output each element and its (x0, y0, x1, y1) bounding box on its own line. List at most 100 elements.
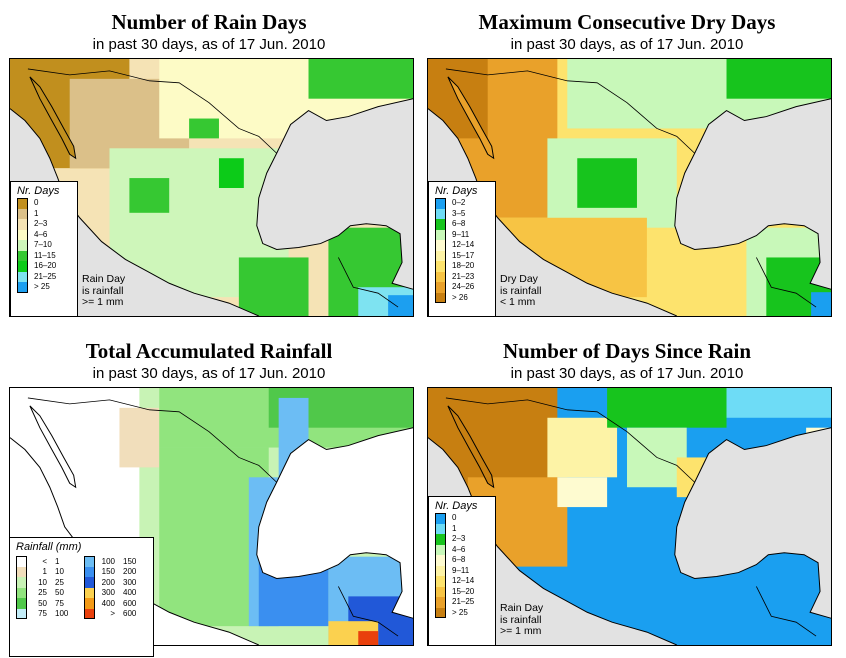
note-line: is rainfall (500, 284, 542, 297)
legend-range-low: 300 (101, 588, 115, 598)
legend-range-high: 300 (123, 577, 137, 587)
panel-days-since-rain: Number of Days Since Rain in past 30 day… (418, 329, 836, 654)
legend-range-low: 10 (38, 577, 47, 587)
panel-title: Number of Days Since Rain (502, 339, 752, 363)
legend-row: > 25 (11, 282, 77, 293)
legend-swatch (17, 198, 28, 209)
panel-subtitle: in past 30 days, as of 17 Jun. 2010 (510, 36, 744, 53)
legend-range-high: 75 (55, 598, 64, 608)
legend-swatch (435, 292, 446, 303)
legend-label: 3–5 (452, 208, 466, 218)
legend-row: 400 600 (84, 598, 152, 609)
legend-label: 11–15 (34, 250, 56, 260)
legend-label: 6–8 (452, 219, 466, 229)
legend-row: 75 100 (16, 608, 84, 619)
legend-range-high: 150 (123, 556, 137, 566)
legend-range-high: 200 (123, 567, 137, 577)
legend-column-high: 100 150 150 200 200 300 300 400 400 600 >600 (84, 556, 152, 619)
note-line: is rainfall (500, 613, 542, 626)
legend-swatch (435, 240, 446, 251)
legend-row: > 26 (429, 292, 495, 303)
legend-swatch (17, 261, 28, 272)
legend-title: Rainfall (mm) (16, 541, 82, 553)
panel-subtitle: in past 30 days, as of 17 Jun. 2010 (92, 36, 326, 53)
legend-swatch (17, 219, 28, 230)
note-line: >= 1 mm (500, 625, 542, 637)
legend-range-high: 25 (55, 577, 64, 587)
legend-title: Nr. Days (17, 185, 60, 197)
legend-row: 7–10 (11, 240, 77, 251)
note-line: Rain Day (500, 602, 544, 614)
legend-row: 21–25 (11, 271, 77, 282)
map-canvas (10, 59, 413, 316)
legend-swatch (435, 513, 446, 524)
legend-swatch (435, 219, 446, 230)
legend-range-low: 50 (38, 598, 47, 608)
legend-swatch (435, 229, 446, 240)
legend-range-low: 25 (38, 588, 47, 598)
legend-row: 4–6 (429, 544, 495, 555)
legend-swatch (16, 587, 27, 598)
legend-row: 0 (429, 513, 495, 524)
legend-row: 0–2 (429, 198, 495, 209)
legend-label: 4–6 (34, 229, 48, 239)
legend-swatch (435, 607, 446, 618)
legend-row: 10 25 (16, 577, 84, 588)
legend-label: 2–3 (34, 219, 48, 229)
legend-swatch (84, 577, 95, 588)
legend-row: 16–20 (11, 261, 77, 272)
legend-swatch (17, 250, 28, 261)
legend-range-high: 50 (55, 588, 64, 598)
panel-title: Total Accumulated Rainfall (85, 339, 333, 363)
legend-row: 9–11 (429, 565, 495, 576)
legend-row: <1 (16, 556, 84, 567)
legend-swatch (435, 282, 446, 293)
map-canvas (10, 388, 413, 645)
legend-swatch (435, 523, 446, 534)
legend-label: 9–11 (452, 229, 470, 239)
legend-row: 21–25 (429, 597, 495, 608)
legend-row: 3–5 (429, 208, 495, 219)
legend-label: 0 (34, 198, 39, 208)
legend-swatch (435, 576, 446, 587)
legend-swatch (435, 250, 446, 261)
panel-total-rainfall: Total Accumulated Rainfall in past 30 da… (0, 329, 418, 657)
legend-range-low: 1 (42, 567, 47, 577)
legend-swatch (435, 597, 446, 608)
legend-label: 2–3 (452, 534, 466, 544)
legend-row: 0 (11, 198, 77, 209)
legend-label: 4–6 (452, 544, 466, 554)
legend-swatch (84, 598, 95, 609)
legend-label: 12–14 (452, 240, 475, 250)
legend-range-high: 100 (55, 609, 69, 619)
panel-rain-days: Number of Rain Days in past 30 days, as … (0, 0, 418, 325)
legend-swatch (435, 208, 446, 219)
legend-swatch (435, 534, 446, 545)
legend-range-high: 400 (123, 588, 137, 598)
legend-rain-days: Nr. Days 0 1 2–3 4–6 7–10 11–15 16–20 21–25 > 25 (10, 181, 78, 316)
legend-swatch (16, 577, 27, 588)
legend-range-low: < (42, 556, 47, 566)
legend-swatch (17, 240, 28, 251)
legend-range-high: 600 (123, 598, 137, 608)
note-line: Rain Day (82, 273, 126, 285)
legend-swatch (17, 271, 28, 282)
legend-swatch (435, 271, 446, 282)
legend-range-low: 400 (101, 598, 115, 608)
legend-swatch (16, 608, 27, 619)
panel-title: Number of Rain Days (111, 10, 307, 34)
legend-range-high: 1 (55, 556, 60, 566)
legend-swatch (16, 556, 27, 567)
legend-range-low: 200 (101, 577, 115, 587)
legend-row: 100 150 (84, 556, 152, 567)
legend-row: 4–6 (11, 229, 77, 240)
legend-items: 0 1 2–3 4–6 6–8 9–11 12–14 15–20 21–25 > 25 (429, 513, 495, 618)
legend-row: 18–20 (429, 261, 495, 272)
note-line: is rainfall (82, 284, 124, 297)
note-line: < 1 mm (500, 296, 536, 308)
panel-title: Maximum Consecutive Dry Days (478, 10, 776, 34)
legend-row: 11–15 (11, 250, 77, 261)
legend-row: 6–8 (429, 555, 495, 566)
legend-max-dry-days: Nr. Days 0–2 3–5 6–8 9–11 12–14 15–17 18–20 21–… (428, 181, 496, 316)
legend-swatch (17, 208, 28, 219)
